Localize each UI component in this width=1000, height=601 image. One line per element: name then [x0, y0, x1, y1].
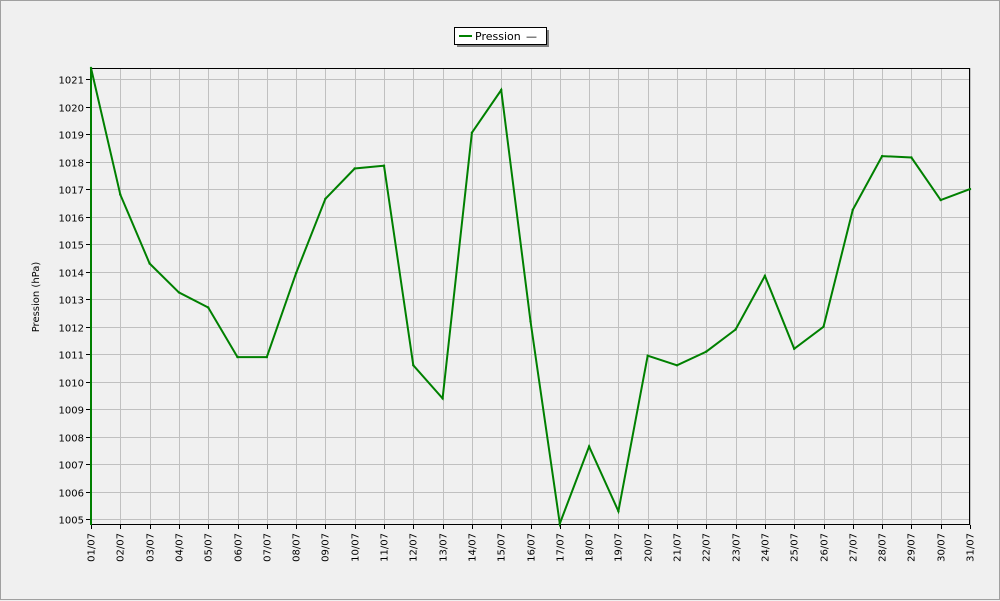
data-point	[793, 347, 796, 350]
data-point	[587, 445, 591, 448]
y-tick-label: 1018	[59, 159, 84, 170]
x-tick-label: 24/07	[761, 533, 772, 562]
data-point	[265, 355, 268, 359]
x-tick-label: 06/07	[234, 533, 245, 562]
data-point	[617, 510, 620, 513]
data-point	[734, 328, 737, 331]
x-tick-label: 03/07	[146, 533, 157, 562]
data-point	[119, 193, 122, 196]
data-point	[675, 364, 679, 367]
x-tick-label: 18/07	[585, 533, 596, 562]
x-tick-label: 07/07	[263, 533, 274, 562]
y-axis-ticks: 1005 1006 1007 1008 1009 1010 1011 1012 1013 1014…	[59, 76, 90, 527]
x-tick-label: 26/07	[820, 533, 831, 562]
series-layer	[89, 66, 972, 528]
x-tick-label: 02/07	[116, 533, 127, 562]
x-tick-label: 08/07	[292, 533, 303, 562]
data-point	[646, 354, 649, 357]
data-point	[207, 306, 210, 309]
legend-label-pression: Pression	[475, 30, 521, 43]
y-tick-label: 1014	[59, 269, 84, 280]
data-point	[558, 522, 561, 525]
x-tick-label: 20/07	[644, 533, 655, 562]
data-point	[939, 198, 942, 202]
data-point	[236, 355, 239, 359]
x-tick-label: 15/07	[497, 533, 508, 562]
y-tick-label: 1017	[59, 186, 84, 197]
x-tick-label: 05/07	[204, 533, 215, 562]
data-point	[529, 320, 532, 323]
data-point	[851, 208, 854, 211]
y-tick-label: 1010	[59, 379, 84, 390]
y-tick-label: 1019	[59, 131, 84, 142]
x-axis-ticks: 01/07 02/07 03/07 04/07 05/07 06/07 07/07 08/07…	[87, 525, 977, 562]
x-tick-label: 09/07	[321, 533, 332, 562]
y-tick-label: 1006	[59, 489, 84, 500]
y-tick-label: 1009	[59, 406, 84, 417]
data-point	[880, 154, 884, 158]
data-point	[324, 197, 327, 200]
y-tick-label: 1021	[59, 76, 84, 87]
y-tick-label: 1013	[59, 296, 84, 307]
y-tick-label: 1016	[59, 214, 84, 225]
x-tick-label: 19/07	[614, 533, 625, 562]
y-axis-label: Pression (hPa)	[31, 262, 42, 333]
data-point	[705, 350, 708, 353]
data-point	[968, 187, 972, 191]
y-tick-label: 1005	[59, 516, 84, 527]
y-tick-label: 1007	[59, 461, 84, 472]
x-tick-label: 22/07	[702, 533, 713, 562]
x-tick-label: 28/07	[878, 533, 889, 562]
grid-lines	[90, 68, 971, 525]
legend-suffix: —	[526, 30, 537, 43]
data-point	[89, 66, 93, 70]
x-tick-label: 29/07	[907, 533, 918, 562]
x-tick-label: 21/07	[673, 533, 684, 562]
x-tick-label: 27/07	[849, 533, 860, 562]
data-point	[382, 164, 386, 167]
data-point	[294, 271, 298, 275]
data-point	[177, 291, 181, 294]
x-tick-label: 23/07	[732, 533, 743, 562]
x-tick-label: 10/07	[351, 533, 362, 562]
y-tick-label: 1015	[59, 241, 84, 252]
y-tick-label: 1012	[59, 324, 84, 335]
data-point	[353, 167, 356, 170]
x-tick-label: 14/07	[468, 533, 479, 562]
data-point	[763, 274, 767, 278]
x-tick-label: 04/07	[175, 533, 186, 562]
data-point	[412, 364, 415, 367]
x-tick-label: 17/07	[556, 533, 567, 562]
x-tick-label: 11/07	[380, 533, 391, 562]
legend[interactable]: Pression —	[454, 27, 550, 48]
data-point	[441, 397, 444, 400]
y-tick-label: 1008	[59, 434, 84, 445]
x-tick-label: 12/07	[409, 533, 420, 562]
x-tick-label: 13/07	[439, 533, 450, 562]
data-point	[910, 156, 913, 159]
x-tick-label: 01/07	[87, 533, 98, 562]
data-point	[148, 262, 151, 265]
y-tick-label: 1020	[59, 104, 84, 115]
x-tick-label: 31/07	[966, 533, 977, 562]
data-point	[500, 88, 503, 92]
data-point	[822, 325, 825, 328]
data-point	[470, 131, 474, 134]
x-tick-label: 25/07	[790, 533, 801, 562]
x-tick-label: 16/07	[527, 533, 538, 562]
y-tick-label: 1011	[59, 351, 84, 362]
x-tick-label: 30/07	[937, 533, 948, 562]
legend-box	[454, 27, 547, 45]
plot-area	[90, 68, 970, 525]
plot-background	[90, 68, 970, 525]
